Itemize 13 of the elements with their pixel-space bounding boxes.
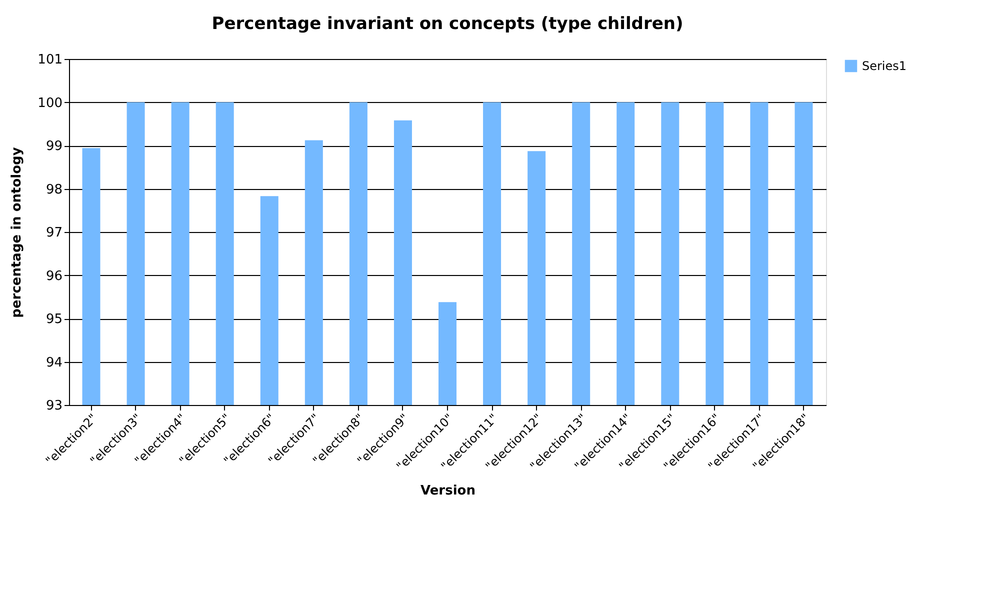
y-tick-label: 96 xyxy=(46,268,62,284)
y-tick-label: 100 xyxy=(38,96,62,111)
y-tick-label: 93 xyxy=(46,398,62,414)
legend-label: Series1 xyxy=(862,59,907,73)
y-tick-label: 101 xyxy=(38,52,62,68)
x-axis-title: Version xyxy=(420,484,476,499)
y-tick-label: 94 xyxy=(46,355,62,370)
chart-title: Percentage invariant on concepts (type children) xyxy=(212,14,684,34)
y-tick-label: 95 xyxy=(46,312,62,327)
y-tick-label: 98 xyxy=(46,182,62,198)
y-tick-label: 97 xyxy=(46,226,62,240)
y-axis-title: percentage in ontology xyxy=(10,146,25,318)
y-tick-label: 99 xyxy=(46,139,62,154)
